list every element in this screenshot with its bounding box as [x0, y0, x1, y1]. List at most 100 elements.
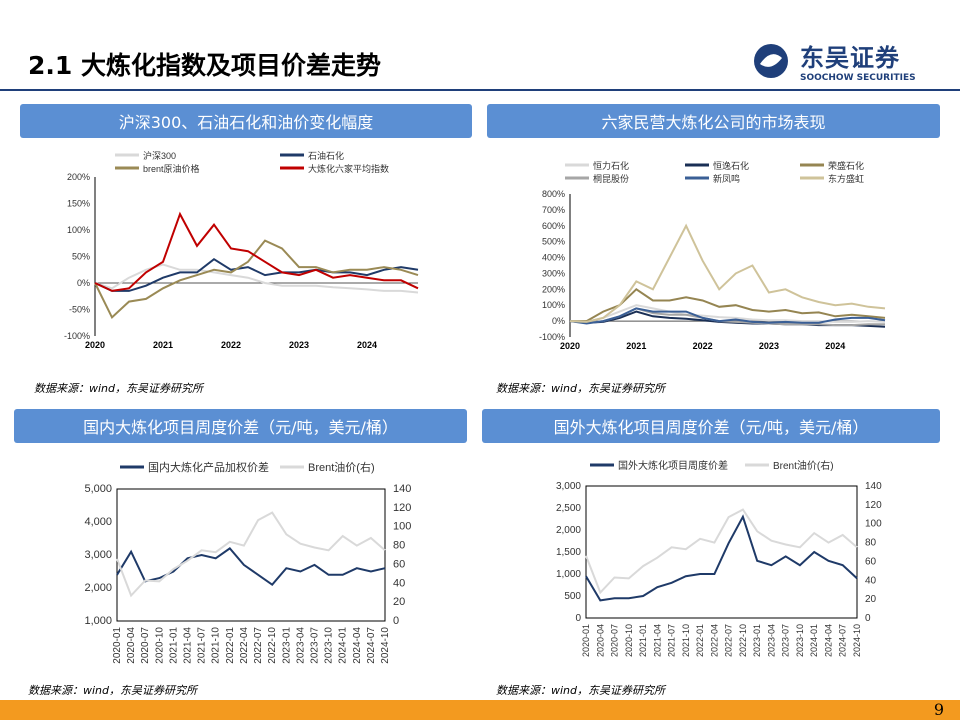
y-tick-label: 2,000	[84, 582, 112, 594]
series-line	[116, 511, 386, 598]
legend-label: 桐昆股份	[593, 173, 629, 184]
x-tick-label: 2024-07	[366, 627, 377, 664]
x-tick-label: 2020-07	[610, 624, 620, 657]
panel-title-2: 六家民营大炼化公司的市场表现	[487, 104, 940, 138]
chart-domestic-spread: 1,000 2,000 3,000 4,000 5,000 0 20 40 60 80 100 120…	[84, 460, 411, 664]
panel-title-3: 国内大炼化项目周度价差（元/吨，美元/桶）	[14, 409, 467, 443]
x-tick-label: 2020-04	[126, 627, 137, 664]
y2-tick-label: 120	[393, 502, 411, 514]
plot-frame	[116, 488, 386, 622]
y2-tick-label: 20	[865, 594, 877, 605]
x-tick-label: 2023-01	[281, 627, 292, 664]
legend-label: 恒逸石化	[713, 160, 749, 171]
y-tick-label: 400%	[542, 253, 565, 263]
y2-tick-label: 0	[865, 613, 871, 624]
y-tick-label: 2,500	[556, 503, 581, 514]
y-tick-label: -100%	[64, 331, 90, 341]
x-tick-label: 2023	[759, 341, 779, 351]
y-tick-label: 200%	[542, 284, 565, 294]
y-tick-label: 1,500	[556, 547, 581, 558]
footer-bar	[0, 700, 960, 720]
x-tick-label: 2024-10	[852, 624, 862, 657]
y-tick-label: 100%	[67, 225, 90, 235]
x-tick-label: 2020-10	[624, 624, 634, 657]
series-line	[569, 307, 886, 325]
x-tick-label: 2022-10	[738, 624, 748, 657]
x-tick-label: 2024	[825, 341, 845, 351]
x-tick-label: 2022-01	[225, 627, 236, 664]
y2-tick-label: 60	[393, 558, 405, 570]
panel-title-4: 国外大炼化项目周度价差（元/吨，美元/桶）	[482, 409, 940, 443]
y-tick-label: 5,000	[84, 483, 112, 495]
legend-label: Brent油价(右)	[308, 460, 375, 474]
source-note-4: 数据来源：wind，东吴证券研究所	[496, 684, 666, 697]
legend-label: brent原油价格	[143, 163, 200, 174]
x-tick-label: 2021-07	[667, 624, 677, 657]
y-tick-label: 2,000	[556, 525, 581, 536]
y2-tick-label: 120	[865, 500, 882, 511]
series-line	[94, 263, 419, 294]
x-tick-label: 2023	[289, 340, 309, 350]
y-tick-label: 3,000	[556, 481, 581, 492]
logo-text-cn: 东吴证券	[800, 44, 900, 72]
series-line	[569, 304, 886, 323]
x-tick-label: 2024-04	[823, 624, 833, 657]
panel-title-1: 沪深300、石油石化和油价变化幅度	[20, 104, 472, 138]
x-tick-label: 2020-10	[154, 627, 165, 664]
logo-text-en: SOOCHOW SECURITIES	[800, 73, 916, 83]
y2-tick-label: 40	[865, 575, 877, 586]
chart-overseas-spread: 0 500 1,000 1,500 2,000 2,500 3,000 0 20 40 60 80 10…	[556, 459, 882, 657]
legend-label: 沪深300	[143, 150, 176, 161]
source-note-3: 数据来源：wind，东吴证券研究所	[28, 684, 198, 697]
x-tick-label: 2021-10	[211, 627, 222, 664]
y-tick-label: 200%	[67, 172, 90, 182]
legend-label: 恒力石化	[593, 160, 629, 171]
plot-frame	[585, 485, 858, 619]
y-tick-label: 0%	[77, 278, 90, 288]
y-tick-label: 3,000	[84, 549, 112, 561]
page-title: 2.1 大炼化指数及项目价差走势	[28, 51, 381, 80]
x-tick-label: 2021-07	[197, 627, 208, 664]
y-tick-label: 1,000	[84, 615, 112, 627]
x-tick-label: 2023-04	[766, 624, 776, 657]
chart-six-companies: -100% 0% 100% 200% 300% 400% 500% 600% 700% 800% 2…	[539, 160, 886, 351]
x-tick-label: 2022-07	[724, 624, 734, 657]
y2-tick-label: 20	[393, 596, 405, 608]
y2-tick-label: 140	[865, 481, 882, 492]
x-tick-label: 2021-01	[168, 627, 179, 664]
y-tick-label: 300%	[542, 268, 565, 278]
y-tick-label: 4,000	[84, 516, 112, 528]
x-tick-label: 2023-10	[795, 624, 805, 657]
legend-label: 大炼化六家平均指数	[308, 163, 389, 174]
x-tick-label: 2024-01	[809, 624, 819, 657]
x-tick-label: 2022	[693, 341, 713, 351]
series-line	[585, 508, 858, 595]
legend-label: 国内大炼化产品加权价差	[148, 460, 269, 474]
series-line	[116, 547, 386, 587]
legend-label: 新凤鸣	[713, 173, 740, 184]
legend-label: Brent油价(右)	[773, 459, 834, 472]
logo: 东吴证券 SOOCHOW SECURITIES	[752, 38, 916, 83]
x-tick-label: 2022-04	[709, 624, 719, 657]
y-tick-label: 1,000	[556, 569, 581, 580]
x-tick-label: 2022-07	[253, 627, 264, 664]
x-tick-label: 2021	[153, 340, 173, 350]
y-tick-label: 0%	[552, 316, 565, 326]
y-tick-label: 800%	[542, 189, 565, 199]
x-tick-label: 2022-01	[695, 624, 705, 657]
x-tick-label: 2024-10	[380, 627, 391, 664]
y2-tick-label: 0	[393, 615, 399, 627]
y-tick-label: -100%	[539, 332, 565, 342]
y-tick-label: 50%	[72, 252, 90, 262]
x-tick-label: 2023-01	[752, 624, 762, 657]
source-note-2: 数据来源：wind，东吴证券研究所	[496, 382, 666, 395]
x-tick-label: 2020-07	[140, 627, 151, 664]
y2-tick-label: 140	[393, 483, 411, 495]
legend-label: 东方盛虹	[828, 173, 864, 184]
y-tick-label: 0	[575, 613, 581, 624]
x-tick-label: 2021-10	[681, 624, 691, 657]
y-tick-label: 150%	[67, 199, 90, 209]
x-tick-label: 2020-01	[112, 627, 123, 664]
soochow-logo-icon	[754, 43, 788, 78]
header-divider	[0, 89, 960, 91]
